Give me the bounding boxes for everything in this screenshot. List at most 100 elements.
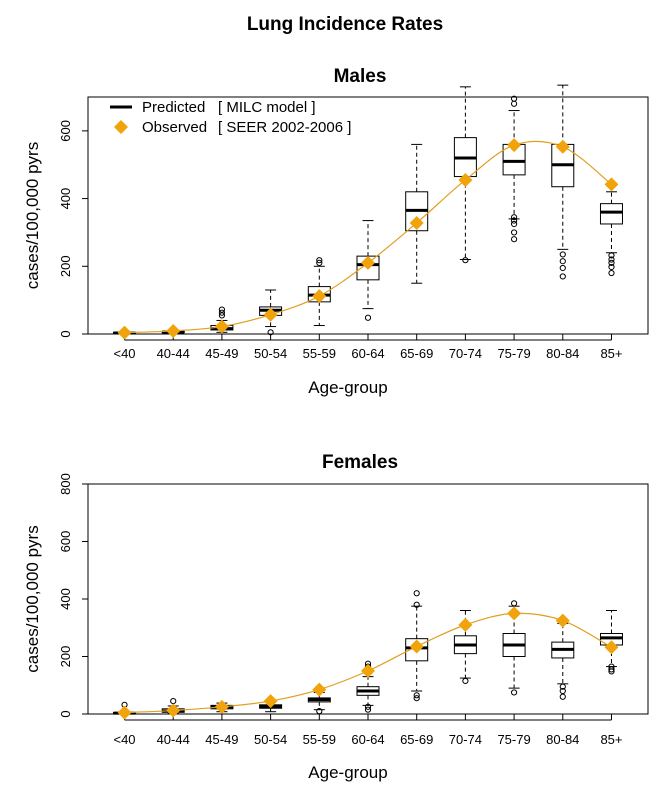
boxplot-8: [502, 600, 526, 696]
y-tick-label: 800: [58, 473, 73, 495]
outlier-point: [608, 259, 615, 266]
legend-note: [ MILC model ]: [218, 99, 316, 116]
legend-note: [ SEER 2002-2006 ]: [218, 119, 351, 136]
observed-point: [361, 663, 375, 678]
observed-point: [166, 323, 181, 338]
y-tick-label: 400: [58, 188, 73, 210]
legend: Predicted [ MILC model ] Observed [ SEER 20…: [110, 99, 351, 136]
x-tick-label: 70-74: [449, 346, 482, 361]
figure-title: Lung Incidence Rates: [247, 14, 443, 35]
y-tick-label: 0: [58, 330, 73, 337]
panel-title: Males: [334, 66, 387, 87]
observed-point: [555, 139, 570, 154]
outlier-point: [559, 693, 566, 700]
y-tick-label: 600: [58, 120, 73, 142]
observed-point: [214, 319, 229, 334]
panel-males: Males 0 200 400 600 cases/100,000 pyrs <40 40-4…: [23, 66, 649, 397]
x-tick-label: 80-84: [546, 346, 579, 361]
boxplot-6: [405, 143, 429, 284]
outlier-point: [559, 258, 566, 265]
x-tick-label: 80-84: [546, 732, 579, 747]
x-tick-label: 50-54: [254, 346, 287, 361]
outlier-point: [510, 214, 518, 221]
outlier-point: [316, 259, 323, 266]
outlier-point: [364, 706, 372, 713]
x-tick-label: 85+: [600, 346, 622, 361]
box: [599, 203, 623, 225]
outlier-point: [510, 100, 518, 107]
outlier-point: [267, 329, 274, 336]
panel-title: Females: [322, 452, 398, 473]
boxplot-9: [551, 622, 575, 700]
x-tick-label: 50-54: [254, 732, 287, 747]
x-tick-label: <40: [113, 732, 135, 747]
x-tick-label: 55-59: [303, 346, 336, 361]
outlier-point: [608, 252, 615, 259]
outlier-point: [559, 687, 566, 695]
outlier-point: [413, 601, 420, 608]
outlier-point: [608, 256, 615, 263]
x-tick-label: 85+: [600, 732, 622, 747]
y-tick-label: 400: [58, 588, 73, 610]
y-axis-label: cases/100,000 pyrs: [23, 525, 42, 672]
outlier-point: [218, 309, 226, 316]
y-tick-label: 600: [58, 531, 73, 553]
outlier-point: [608, 269, 615, 277]
outlier-point: [608, 663, 615, 670]
legend-symbol-diamond: [114, 120, 128, 134]
x-axis-label: Age-group: [308, 378, 387, 397]
outlier-point: [413, 590, 420, 597]
observed-point: [604, 177, 619, 192]
x-tick-label: 40-44: [157, 346, 190, 361]
observed-point: [263, 694, 278, 709]
boxplot-7: [453, 86, 477, 264]
outlier-point: [413, 692, 420, 699]
outlier-point: [559, 251, 566, 258]
y-axis-label: cases/100,000 pyrs: [23, 142, 42, 289]
outlier-point: [559, 264, 566, 272]
boxplot-9: [551, 84, 575, 280]
x-tick-label: <40: [113, 346, 135, 361]
x-tick-label: 40-44: [157, 732, 190, 747]
outlier-point: [608, 263, 615, 271]
observed-point: [507, 606, 522, 621]
outlier-point: [510, 229, 518, 236]
x-tick-label: 60-64: [351, 346, 384, 361]
x-tick-label: 55-59: [303, 732, 336, 747]
x-tick-label: 70-74: [449, 732, 482, 747]
observed-point: [507, 138, 522, 153]
outlier-point: [218, 312, 226, 319]
observed-point: [409, 639, 424, 654]
outlier-point: [510, 220, 518, 228]
x-tick-label: 45-49: [205, 732, 238, 747]
boxplot-5: [356, 220, 380, 321]
x-tick-label: 45-49: [205, 346, 238, 361]
outlier-point: [510, 689, 518, 696]
observed-point: [458, 172, 473, 187]
observed-point: [166, 703, 181, 718]
legend-label: Predicted: [142, 99, 205, 116]
y-tick-label: 200: [58, 255, 73, 277]
boxplot-7: [453, 610, 477, 685]
outlier-point: [316, 708, 323, 715]
outlier-point: [316, 257, 323, 264]
panel-females: Females 0 200 400 600 800 cases/100,000 pyrs <4…: [23, 452, 649, 782]
outlier-point: [510, 236, 518, 243]
outlier-point: [462, 257, 469, 264]
y-tick-label: 200: [58, 646, 73, 668]
observed-point: [263, 307, 278, 322]
boxplot-10: [599, 191, 623, 277]
outlier-point: [510, 217, 518, 224]
observed-point: [409, 215, 424, 230]
boxplot-8: [502, 95, 526, 243]
x-axis-label: Age-group: [308, 763, 387, 782]
observed-point: [458, 617, 473, 632]
x-tick-label: 60-64: [351, 732, 384, 747]
observed-point: [604, 640, 619, 655]
outlier-point: [559, 273, 566, 280]
observed-point: [214, 699, 229, 714]
outlier-point: [364, 703, 372, 710]
observed-point: [555, 613, 570, 628]
